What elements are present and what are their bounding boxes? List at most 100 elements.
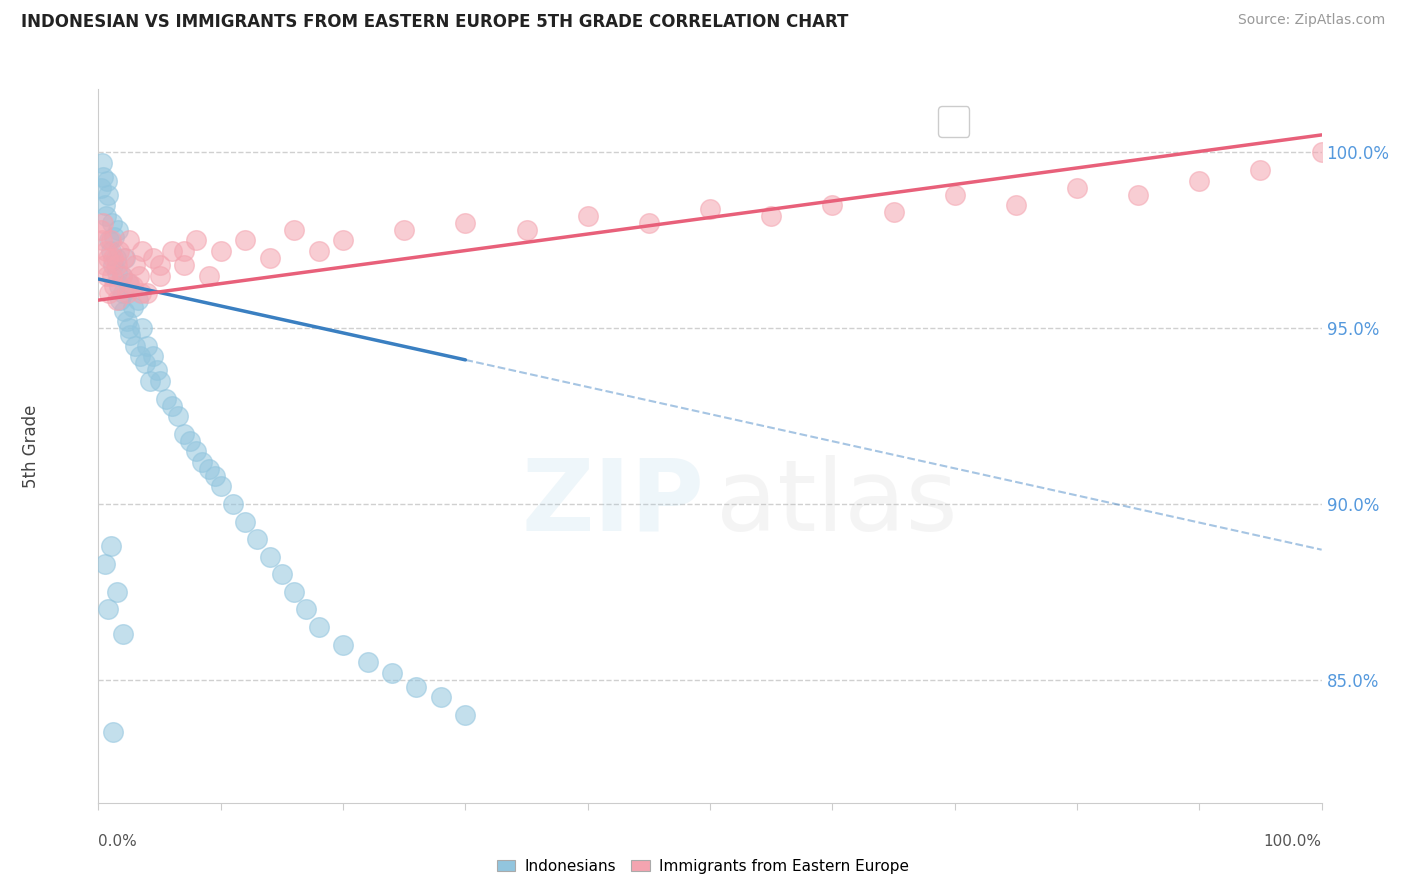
Point: [98, 286, 121, 301]
Text: ZIP: ZIP: [522, 455, 704, 551]
Point: [124, 258, 146, 272]
Point: [121, 279, 143, 293]
Point: [332, 233, 354, 247]
Point: [186, 444, 208, 458]
Point: [191, 455, 214, 469]
Point: [270, 567, 294, 582]
Point: [1310, 145, 1333, 160]
Point: [100, 244, 122, 258]
Point: [115, 286, 138, 301]
Point: [101, 216, 124, 230]
Point: [179, 434, 201, 448]
Point: [222, 497, 245, 511]
Text: Source: ZipAtlas.com: Source: ZipAtlas.com: [1237, 13, 1385, 28]
Point: [204, 468, 226, 483]
Point: [197, 462, 219, 476]
Point: [149, 268, 172, 283]
Point: [108, 279, 131, 293]
Point: [638, 216, 661, 230]
Point: [233, 515, 256, 529]
Point: [100, 233, 122, 247]
Point: [142, 251, 165, 265]
Point: [246, 532, 269, 546]
Point: [104, 251, 127, 265]
Point: [515, 223, 537, 237]
Point: [111, 268, 134, 283]
Point: [129, 350, 152, 364]
Point: [94, 244, 117, 258]
Text: 5th Grade: 5th Grade: [22, 404, 41, 488]
Point: [93, 258, 115, 272]
Point: [167, 409, 190, 424]
Point: [134, 356, 156, 370]
Point: [96, 268, 118, 283]
Point: [699, 202, 721, 216]
Point: [149, 258, 172, 272]
Point: [111, 627, 134, 641]
Point: [576, 209, 599, 223]
Point: [197, 268, 219, 283]
Point: [142, 350, 165, 364]
Point: [118, 321, 141, 335]
Point: [136, 286, 159, 301]
Point: [430, 690, 453, 705]
Point: [454, 707, 477, 722]
Point: [821, 198, 844, 212]
Point: [118, 276, 141, 290]
Point: [943, 187, 966, 202]
Point: [101, 725, 124, 739]
Legend: Indonesians, Immigrants from Eastern Europe: Indonesians, Immigrants from Eastern Eur…: [491, 853, 915, 880]
Point: [128, 268, 150, 283]
Point: [105, 258, 128, 272]
Point: [120, 328, 142, 343]
Point: [127, 293, 149, 307]
Point: [96, 173, 118, 187]
Point: [139, 374, 162, 388]
Point: [101, 258, 124, 272]
Point: [124, 339, 146, 353]
Point: [107, 223, 129, 237]
Point: [103, 230, 125, 244]
Point: [356, 655, 378, 669]
Point: [129, 286, 152, 301]
Point: [283, 223, 305, 237]
Point: [283, 585, 305, 599]
Point: [131, 321, 153, 335]
Text: INDONESIAN VS IMMIGRANTS FROM EASTERN EUROPE 5TH GRADE CORRELATION CHART: INDONESIAN VS IMMIGRANTS FROM EASTERN EU…: [21, 13, 848, 31]
Point: [883, 205, 905, 219]
Point: [149, 374, 172, 388]
Point: [295, 602, 318, 616]
Point: [118, 233, 141, 247]
Text: 100.0%: 100.0%: [1264, 834, 1322, 849]
Point: [105, 585, 128, 599]
Point: [90, 180, 112, 194]
Point: [1128, 187, 1150, 202]
Point: [93, 198, 115, 212]
Point: [259, 251, 281, 265]
Point: [405, 680, 427, 694]
Point: [97, 187, 120, 202]
Point: [381, 665, 404, 680]
Text: atlas: atlas: [716, 455, 957, 551]
Point: [91, 156, 114, 170]
Point: [114, 251, 136, 265]
Point: [308, 244, 330, 258]
Text: 0.0%: 0.0%: [98, 834, 138, 849]
Point: [93, 557, 115, 571]
Point: [160, 399, 183, 413]
Point: [233, 233, 256, 247]
Point: [101, 251, 124, 265]
Point: [155, 392, 177, 406]
Point: [186, 233, 208, 247]
Point: [308, 620, 330, 634]
Point: [209, 479, 232, 493]
Point: [105, 293, 128, 307]
Point: [332, 638, 354, 652]
Point: [101, 268, 124, 283]
Point: [94, 209, 117, 223]
Point: [209, 244, 232, 258]
Point: [91, 233, 114, 247]
Point: [146, 363, 169, 377]
Point: [111, 268, 134, 283]
Point: [105, 265, 128, 279]
